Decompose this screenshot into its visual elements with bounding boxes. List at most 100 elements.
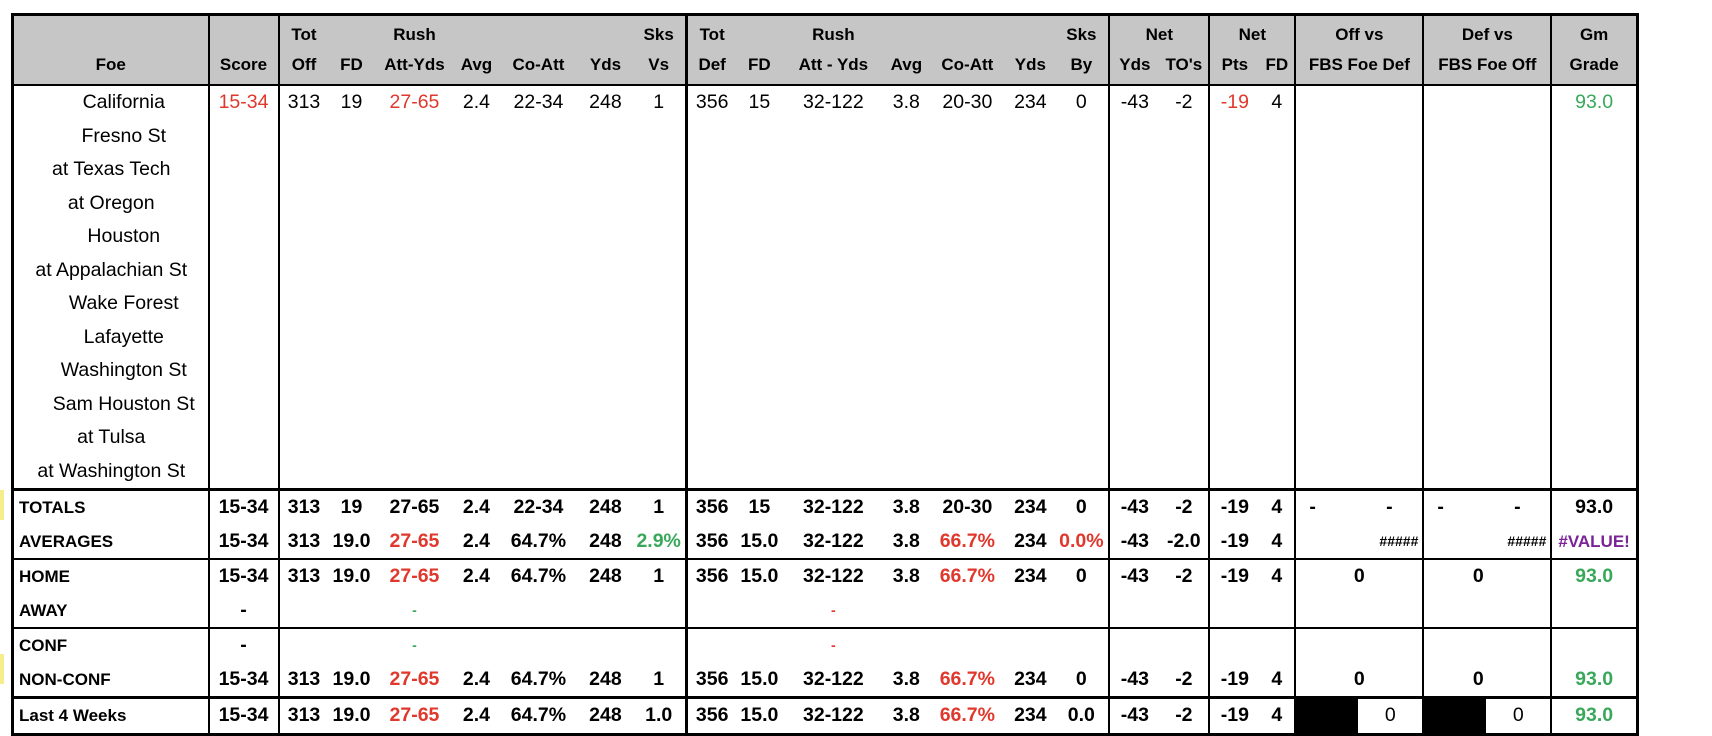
- foe-name: at Oregon: [67, 191, 155, 214]
- def-vs-value: 0: [1512, 704, 1524, 726]
- foe-name: at Appalachian St: [35, 258, 188, 281]
- last4-row: Last 4 Weeks 15-34 313 19.0 27-65 2.4 64…: [12, 696, 1638, 734]
- net-fd: 4: [1271, 91, 1283, 113]
- game-grade: 93.0: [1550, 488, 1638, 525]
- off-vs-fbs: #####: [1294, 524, 1424, 559]
- net-pts: -19: [1208, 85, 1260, 120]
- pass-co-att: 22-34: [498, 488, 579, 525]
- net-pts: -19: [1208, 696, 1260, 734]
- header-blank: [454, 14, 499, 50]
- first-downs: 19.0: [332, 667, 371, 690]
- rush-att-yds-def: 32-122: [803, 667, 864, 690]
- header-blank: [736, 14, 783, 50]
- rush-avg-def: 3.8: [892, 667, 920, 690]
- pass-yds: 248: [578, 488, 633, 525]
- def-vs-fbs: #####: [1422, 524, 1552, 559]
- net-fd: 4: [1271, 667, 1283, 690]
- net-tos: -2: [1159, 558, 1210, 594]
- foe-name: at Washington St: [37, 459, 186, 482]
- rush-avg: 2.4: [462, 529, 490, 552]
- home-row: HOME 15-34 313 19.0 27-65 2.4 64.7% 248 …: [12, 558, 1638, 594]
- rush-att-yds-def: 32-122: [782, 696, 885, 734]
- header-grade: Grade: [1550, 50, 1638, 85]
- black-fill-block: [1425, 700, 1487, 733]
- score: 15-34: [207, 558, 279, 594]
- def-vs-fbs: 0: [1422, 558, 1552, 594]
- pass-yds-def: 234: [1006, 558, 1055, 594]
- header-fbs-foe-off: FBS Foe Off: [1422, 50, 1552, 85]
- game-row: California 15-34 313 19 27-65 2.4 22-34 …: [13, 85, 1638, 120]
- score: 15-34: [207, 488, 279, 525]
- first-downs: 19.0: [328, 558, 375, 594]
- header-net-yds-group: Net: [1108, 14, 1210, 50]
- rush-att-yds-def: -: [782, 627, 885, 663]
- pass-yds-def: 234: [1006, 488, 1055, 525]
- pass-co-att: 64.7%: [510, 667, 567, 690]
- games-body: California 15-34 313 19 27-65 2.4 22-34 …: [13, 85, 1638, 490]
- row-label: Last 4 Weeks: [12, 696, 209, 734]
- rush-avg-def: 3.8: [884, 696, 929, 734]
- row-label: TOTALS: [12, 488, 209, 525]
- tot-off: 313: [277, 696, 329, 734]
- header-blank: [1006, 14, 1055, 50]
- rush-att-yds: 27-65: [374, 696, 455, 734]
- net-fd: 4: [1259, 558, 1296, 594]
- away-row: AWAY - - -: [13, 593, 1638, 628]
- game-row: Houston: [13, 220, 1638, 254]
- pass-yds-def: 234: [1014, 529, 1047, 552]
- foe-name: Washington St: [60, 359, 187, 381]
- header-def-vs: Def vs: [1422, 14, 1552, 50]
- rush-avg: 2.4: [462, 91, 490, 113]
- pass-co-att: 64.7%: [498, 696, 579, 734]
- off-vs-dash: -: [1309, 496, 1316, 518]
- pass-yds-def: 234: [1014, 91, 1047, 113]
- rush-avg-def: 3.8: [892, 91, 920, 113]
- header-rush-def: Rush: [782, 14, 885, 50]
- summary-body: TOTALS 15-34 313 19 27-65 2.4 22-34 248 …: [12, 488, 1638, 734]
- first-downs-def: 15.0: [736, 696, 783, 734]
- conf-row: CONF - - -: [12, 627, 1638, 663]
- game-row: Wake Forest: [13, 287, 1638, 321]
- pass-yds-def: 234: [1014, 667, 1047, 690]
- pass-yds: 248: [578, 558, 633, 594]
- game-grade: 93.0: [1550, 696, 1638, 734]
- header-off-vs: Off vs: [1294, 14, 1424, 50]
- header-avg-def: Avg: [884, 50, 929, 85]
- tot-off: 313: [277, 85, 329, 120]
- rush-att-yds: 27-65: [374, 558, 455, 594]
- header-fbs-foe-def: FBS Foe Def: [1294, 50, 1424, 85]
- header-def: Def: [684, 50, 737, 85]
- header-blank: [578, 14, 633, 50]
- net-pts: -19: [1208, 488, 1260, 525]
- first-downs-def: 15: [748, 91, 771, 113]
- foe-name: Wake Forest: [68, 292, 179, 314]
- sacks-by: 0.0%: [1059, 529, 1104, 552]
- def-vs-fbs: --: [1422, 488, 1552, 525]
- game-row: at Washington St: [13, 454, 1638, 490]
- rush-avg: 2.4: [462, 667, 490, 690]
- header-net-fd: FD: [1259, 50, 1296, 85]
- sacks-by: 0: [1075, 91, 1087, 113]
- header-row-bottom: Foe Score Off FD Att-Yds Avg Co-Att Yds …: [12, 50, 1638, 85]
- first-downs: 19.0: [328, 696, 375, 734]
- def-vs-fbs: 0: [1422, 662, 1552, 698]
- header-blank: [328, 14, 375, 50]
- net-tos: -2: [1159, 696, 1210, 734]
- score: 15-34: [207, 696, 279, 734]
- tot-off: 313: [277, 662, 329, 698]
- score: 15-34: [207, 85, 279, 120]
- sacks-vs: 1: [632, 488, 687, 525]
- first-downs-def: 15.0: [736, 558, 783, 594]
- header-vs: Vs: [632, 50, 687, 85]
- score: -: [207, 627, 279, 663]
- rush-att-yds-def: -: [831, 601, 836, 618]
- game-row: Sam Houston St: [13, 387, 1638, 421]
- score: 15-34: [207, 662, 279, 698]
- off-vs-fbs: 0: [1294, 662, 1424, 698]
- net-tos: -2: [1159, 488, 1210, 525]
- off-vs-value: 0: [1384, 704, 1396, 726]
- pass-co-att-def: 66.7%: [928, 558, 1007, 594]
- net-pts: -19: [1208, 662, 1260, 698]
- row-label: AVERAGES: [19, 531, 114, 551]
- header-score: Score: [207, 50, 279, 85]
